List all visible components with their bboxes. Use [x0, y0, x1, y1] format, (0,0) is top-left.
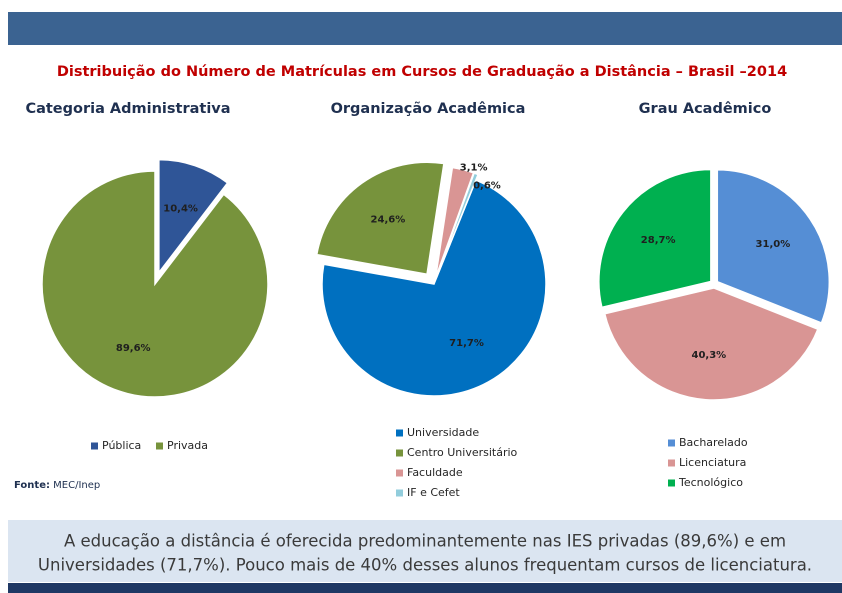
legend-label: Centro Universitário [407, 446, 518, 459]
legend-label: Tecnológico [678, 476, 743, 489]
pie-slice [435, 172, 480, 279]
pie-slice [598, 168, 712, 309]
pie-slice [158, 158, 229, 275]
pie-slice [321, 179, 547, 397]
legend-label: Licenciatura [679, 456, 746, 469]
data-label: 10,4% [163, 203, 198, 214]
chart-title: Organização Acadêmica [331, 101, 526, 117]
legend-label: Pública [102, 439, 141, 452]
legend-swatch [668, 459, 675, 467]
legend-swatch [668, 439, 675, 447]
source: Fonte: MEC/Inep [14, 480, 100, 491]
legend-swatch [668, 479, 675, 487]
footer-bar [8, 583, 842, 593]
data-label: 89,6% [116, 343, 151, 354]
slide-title: Distribuição do Número de Matrículas em … [57, 64, 787, 80]
source-text: MEC/Inep [53, 480, 100, 491]
data-label: 28,7% [641, 235, 676, 246]
chart-title: Categoria Administrativa [25, 101, 230, 117]
chart-title: Grau Acadêmico [639, 101, 772, 117]
caption-box [8, 520, 842, 582]
data-label: 40,3% [692, 350, 727, 361]
data-label: 3,1% [460, 162, 488, 173]
legend-swatch [396, 429, 403, 437]
legend-swatch [396, 449, 403, 457]
legend-swatch [396, 469, 403, 477]
legend-label: IF e Cefet [407, 486, 460, 499]
header-bar [8, 12, 842, 45]
pie-slice [603, 287, 819, 401]
pie-slice [41, 170, 269, 398]
pie-slice [315, 161, 445, 276]
legend-label: Universidade [407, 426, 479, 439]
data-label: 31,0% [756, 239, 791, 250]
pie-slice [716, 169, 831, 324]
source-label: Fonte: [14, 480, 50, 491]
caption-line: A educação a distância é oferecida predo… [64, 532, 786, 551]
legend-label: Faculdade [407, 466, 463, 479]
legend-swatch [156, 442, 163, 450]
legend-label: Privada [167, 439, 208, 452]
legend-label: Bacharelado [679, 436, 748, 449]
data-label: 24,6% [371, 215, 406, 226]
caption-line: Universidades (71,7%). Pouco mais de 40%… [38, 556, 812, 575]
legend-swatch [396, 489, 403, 497]
data-label: 0,6% [473, 181, 501, 192]
legend-swatch [91, 442, 98, 450]
data-label: 71,7% [449, 338, 484, 349]
